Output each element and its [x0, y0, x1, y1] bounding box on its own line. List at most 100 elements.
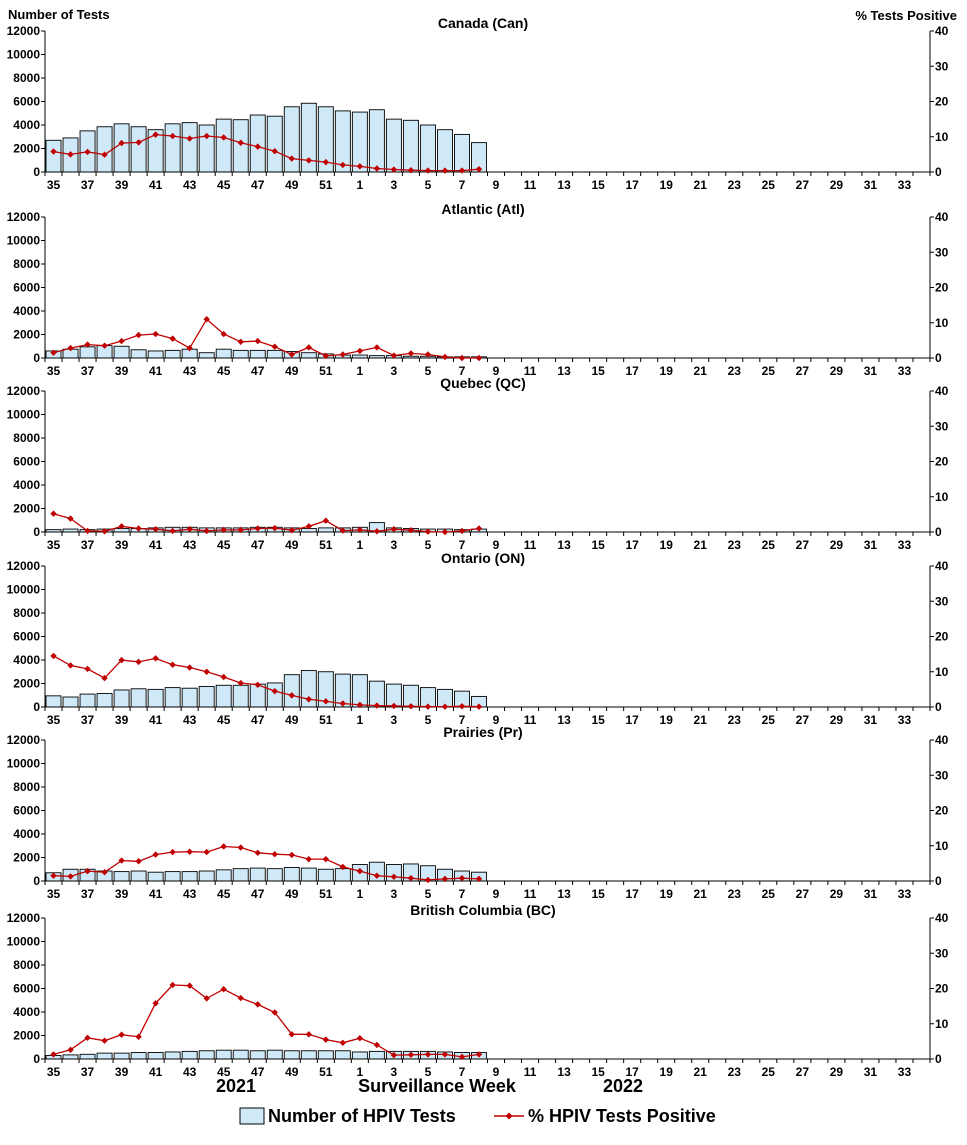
pct-point [101, 868, 108, 876]
bar [198, 352, 215, 359]
legend-bar-label: Number of HPIV Tests [268, 1106, 456, 1126]
bar [300, 1050, 317, 1060]
bar [215, 118, 232, 173]
x-tick-label: 17 [625, 364, 639, 378]
x-tick-label: 37 [81, 538, 95, 552]
x-tick-label: 45 [217, 713, 231, 727]
x-tick-label: 1 [357, 887, 364, 901]
x-tick-label: 41 [149, 713, 163, 727]
x-tick-label: 15 [591, 887, 605, 901]
bar [130, 126, 147, 173]
pct-point [237, 526, 244, 534]
left-tick-label: 10000 [7, 935, 41, 949]
bar [402, 119, 419, 173]
x-tick-label: 5 [425, 713, 432, 727]
pct-point [475, 875, 483, 883]
x-tick-label: 19 [660, 1065, 674, 1079]
left-tick-label: 2000 [13, 677, 40, 691]
pct-point [356, 867, 364, 875]
bar [130, 870, 147, 882]
x-tick-label: 1 [357, 178, 364, 192]
pct-point [322, 1036, 330, 1043]
pct-point [101, 342, 108, 349]
pct-point [186, 664, 193, 671]
pct-point [203, 668, 210, 675]
x-tick-label: 33 [898, 178, 912, 192]
bar [181, 687, 198, 708]
pct-point [186, 982, 193, 989]
right-tick-label: 0 [935, 1052, 942, 1066]
pct-point [458, 167, 466, 174]
pct-point [118, 1031, 125, 1038]
pct-point [169, 132, 176, 140]
x-tick-label: 13 [557, 178, 571, 192]
x-tick-label: 27 [796, 538, 810, 552]
pct-point [424, 351, 432, 358]
bar [266, 349, 283, 359]
pct-point [67, 1046, 74, 1054]
panel-title: British Columbia (BC) [410, 902, 555, 918]
pct-point [135, 658, 142, 666]
x-tick-label: 21 [694, 364, 708, 378]
x-tick-label: 23 [728, 364, 742, 378]
x-tick-label: 35 [47, 1065, 61, 1079]
left-tick-label: 12000 [7, 210, 41, 224]
x-tick-label: 33 [898, 713, 912, 727]
right-tick-label: 30 [935, 245, 949, 259]
x-tick-label: 29 [830, 887, 844, 901]
bar [283, 674, 300, 708]
pct-point [50, 510, 57, 517]
pct-point [441, 875, 449, 883]
x-tick-label: 37 [81, 887, 95, 901]
bar [130, 688, 147, 708]
bar [317, 1050, 334, 1060]
x-tick-label: 11 [524, 364, 537, 378]
pct-point [237, 844, 244, 851]
x-tick-label: 45 [217, 887, 231, 901]
pct-point [169, 661, 176, 668]
pct-point [220, 526, 227, 534]
bar [232, 349, 249, 359]
bar [96, 693, 113, 708]
pct-point [339, 700, 347, 707]
x-tick-label: 31 [864, 1065, 878, 1079]
bar [351, 111, 368, 173]
pct-point [424, 1051, 432, 1058]
pct-point [339, 1039, 347, 1046]
pct-point [390, 702, 398, 710]
x-tick-label: 41 [149, 887, 163, 901]
right-tick-label: 40 [935, 210, 949, 224]
x-tick-label: 1 [357, 364, 364, 378]
pct-line [53, 984, 480, 1058]
left-tick-label: 0 [33, 874, 40, 888]
left-tick-label: 10000 [7, 234, 41, 248]
pct-point [152, 131, 159, 138]
pct-point [458, 874, 466, 882]
bar [198, 1050, 215, 1060]
pct-point [220, 843, 227, 850]
x-tick-label: 11 [524, 887, 537, 901]
x-tick-label: 29 [830, 1065, 844, 1079]
pct-point [84, 1034, 91, 1042]
bar [215, 869, 232, 882]
left-tick-label: 8000 [13, 958, 40, 972]
legend-line-marker [505, 1112, 513, 1120]
x-tick-label: 51 [319, 178, 333, 192]
left-tick-label: 2000 [13, 851, 40, 865]
x-tick-label: 25 [762, 887, 776, 901]
x-tick-label: 5 [425, 1065, 432, 1079]
x-tick-label: 31 [864, 364, 878, 378]
right-tick-label: 10 [935, 839, 949, 853]
pct-point [237, 139, 244, 146]
pct-point [254, 143, 261, 150]
bar [96, 126, 113, 173]
x-tick-label: 45 [217, 1065, 231, 1079]
x-tick-label: 31 [864, 887, 878, 901]
x-tick-label: 23 [728, 178, 742, 192]
x-tick-label: 9 [493, 178, 500, 192]
pct-point [67, 151, 74, 158]
x-tick-label: 13 [557, 1065, 571, 1079]
bar [164, 123, 181, 173]
bar [113, 689, 130, 708]
right-tick-label: 30 [935, 768, 949, 782]
